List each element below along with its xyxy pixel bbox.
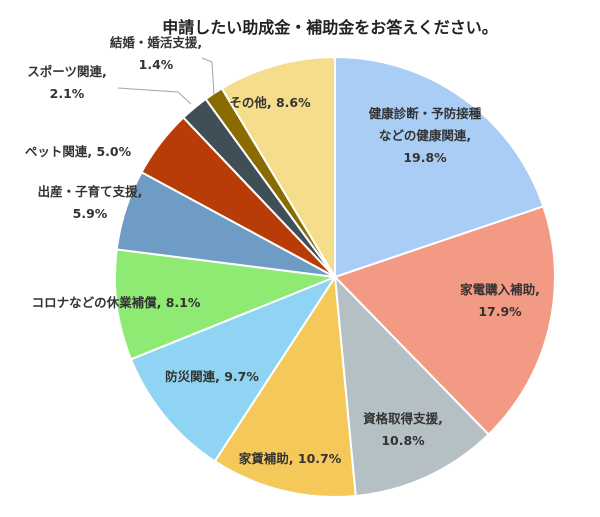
pie-slice — [333, 205, 556, 436]
slice-label: 健康診断・予防接種などの健康関連, 19.8% — [369, 106, 482, 165]
slice-label: スポーツ関連, 2.1% — [27, 64, 107, 101]
slice-label: 結婚・婚活支援, 1.4% — [110, 35, 202, 72]
pie-slice — [334, 55, 545, 279]
leader-line — [201, 57, 215, 96]
pie-slice — [333, 274, 491, 498]
pie-slice — [220, 55, 336, 281]
slice-label: ペット関連, 5.0% — [25, 144, 132, 159]
slice-label: コロナなどの休業補償, 8.1% — [32, 295, 201, 310]
slice-label: 家電購入補助, 17.9% — [460, 282, 540, 319]
slice-label: 資格取得支援, 10.8% — [363, 411, 443, 448]
pie-slice — [114, 248, 339, 361]
slice-label: 防災関連, 9.7% — [165, 369, 259, 384]
leader-line — [117, 87, 192, 105]
slice-label: その他, 8.6% — [229, 95, 311, 110]
slice-label: 家賃補助, 10.7% — [239, 451, 342, 466]
slice-labels: 健康診断・予防接種などの健康関連, 19.8% 家電購入補助, 17.9% 資格取得支援… — [25, 35, 540, 466]
leader-lines — [117, 57, 215, 105]
chart-title: 申請したい助成金・補助金をお答えください。 — [162, 18, 498, 37]
pie-slices — [114, 55, 556, 498]
slice-label: 出産・子育て支援, 5.9% — [38, 184, 143, 221]
pie-slice — [129, 274, 338, 463]
pie-slice — [213, 274, 357, 498]
